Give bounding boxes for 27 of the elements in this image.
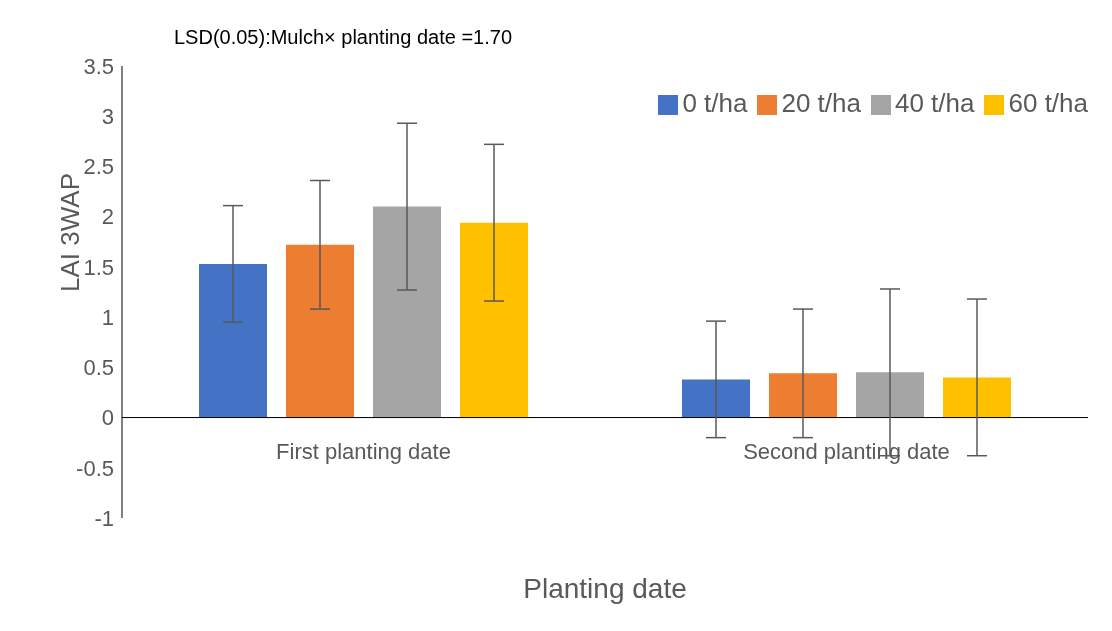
y-tick-label: 3.5 — [83, 53, 114, 79]
bar — [373, 206, 441, 418]
bar — [682, 379, 750, 418]
x-tick-label: Second planting date — [743, 438, 950, 464]
legend-label: 40 t/ha — [894, 88, 975, 118]
bar — [460, 222, 528, 418]
x-axis-title: Planting date — [523, 573, 687, 604]
y-tick-label: 0 — [101, 405, 114, 431]
bar — [769, 373, 837, 418]
bar — [286, 244, 354, 418]
y-tick-label: -1 — [94, 505, 114, 531]
bar — [199, 263, 267, 418]
y-tick-label: 2.5 — [83, 154, 114, 180]
legend-label: 0 t/ha — [682, 88, 748, 118]
y-axis-title: LAI 3WAP — [55, 173, 86, 292]
y-tick-label: 0.5 — [83, 355, 114, 381]
y-tick-label: 1.5 — [83, 254, 114, 280]
y-tick-label: 3 — [101, 104, 114, 130]
y-tick-label: 2 — [101, 204, 114, 230]
bar — [856, 372, 924, 418]
text: LSD(0.05):Mulch× planting date =1.70 — [174, 26, 512, 49]
y-tick-label: -0.5 — [76, 455, 114, 481]
y-tick-label: 1 — [101, 304, 114, 330]
bar — [943, 377, 1011, 418]
legend-label: 20 t/ha — [781, 88, 861, 118]
x-tick-label: First planting date — [276, 438, 451, 464]
legend-label: 60 t/ha — [1008, 88, 1088, 118]
